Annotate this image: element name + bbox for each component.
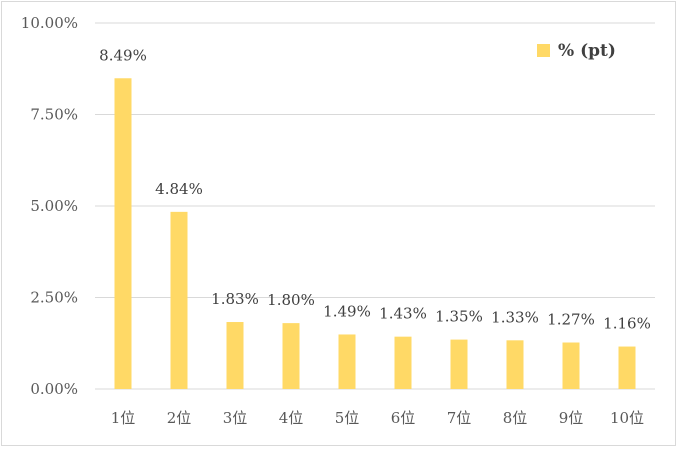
- data-label: 1.35%: [435, 308, 483, 326]
- x-tick-label: 7位: [447, 409, 472, 427]
- data-label: 1.43%: [379, 305, 427, 323]
- x-tick-label: 2位: [167, 409, 192, 427]
- legend-swatch: [537, 44, 550, 57]
- y-tick-label: 0.00%: [30, 380, 78, 398]
- x-tick-label: 1位: [111, 409, 136, 427]
- y-tick-label: 5.00%: [30, 197, 78, 215]
- x-tick-label: 8位: [503, 409, 528, 427]
- bar: [506, 340, 524, 389]
- bar: [114, 78, 132, 390]
- y-tick-label: 7.50%: [30, 106, 78, 124]
- x-tick-label: 9位: [559, 409, 584, 427]
- data-label: 8.49%: [99, 46, 147, 64]
- data-label: 1.49%: [323, 302, 371, 320]
- x-tick-label: 6位: [391, 409, 416, 427]
- data-label: 1.27%: [547, 311, 595, 329]
- bar: [450, 339, 468, 389]
- bar: [618, 346, 636, 389]
- data-label: 1.80%: [267, 291, 315, 309]
- bar: [562, 342, 580, 389]
- legend-label: % (pt): [558, 41, 616, 61]
- x-tick-label: 5位: [335, 409, 360, 427]
- x-tick-label: 10位: [610, 409, 644, 427]
- y-tick-label: 10.00%: [21, 14, 78, 32]
- bar: [282, 323, 300, 389]
- data-label: 1.16%: [603, 315, 651, 333]
- bar: [394, 336, 412, 389]
- bar: [170, 211, 188, 389]
- legend: % (pt): [537, 41, 616, 61]
- x-tick-label: 3位: [223, 409, 248, 427]
- bar: [226, 322, 244, 389]
- data-label: 4.84%: [155, 180, 203, 198]
- bars: [114, 78, 636, 390]
- x-tick-label: 4位: [279, 409, 304, 427]
- y-tick-label: 2.50%: [30, 289, 78, 307]
- x-axis-ticks: 1位 2位 3位 4位 5位 6位 7位 8位 9位 10位: [111, 409, 644, 427]
- data-labels: 8.49% 4.84% 1.83% 1.80% 1.49% 1.43% 1.35% 1.33%…: [99, 46, 651, 332]
- data-label: 1.33%: [491, 308, 539, 326]
- bar: [338, 334, 356, 389]
- y-axis-ticks: 0.00% 2.50% 5.00% 7.50% 10.00%: [21, 14, 78, 398]
- data-label: 1.83%: [211, 290, 259, 308]
- gridlines: [95, 22, 655, 390]
